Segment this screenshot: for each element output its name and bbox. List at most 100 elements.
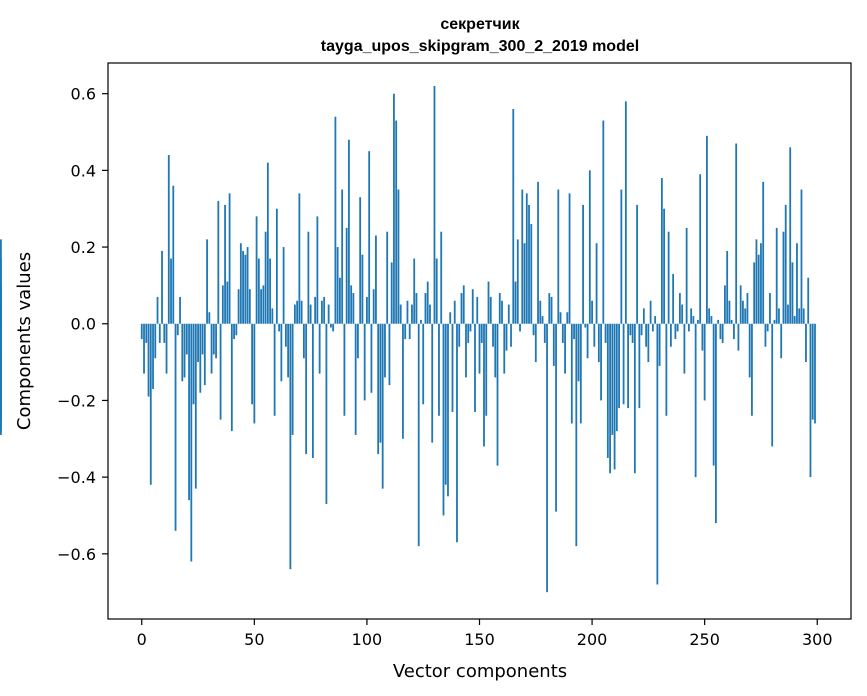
bar-113	[395, 120, 398, 324]
bar-272	[753, 262, 756, 324]
bar-18	[181, 323, 184, 382]
bar-14	[172, 185, 175, 324]
bar-166	[514, 281, 517, 324]
bar-47	[246, 247, 249, 324]
bar-196	[582, 204, 584, 324]
bar-62	[280, 323, 283, 382]
x-tick-label: 0	[137, 630, 147, 649]
bar-74	[307, 231, 310, 324]
bar-269	[746, 293, 749, 324]
bar-221	[638, 323, 641, 409]
bar-208	[609, 323, 611, 474]
bar-19	[183, 323, 186, 378]
bar-58	[271, 308, 274, 324]
bar-63	[282, 247, 285, 324]
bar-111	[390, 262, 393, 324]
bar-0	[140, 323, 143, 340]
bar-236	[672, 273, 675, 324]
bar-79	[318, 323, 321, 374]
bar-174	[532, 323, 535, 336]
bar-295	[805, 323, 807, 363]
bar-144	[465, 323, 467, 378]
bar-118	[406, 300, 409, 324]
bar-136	[447, 323, 449, 497]
bar-2	[145, 323, 148, 343]
bar-90	[343, 323, 346, 416]
bar-100	[366, 296, 368, 324]
bar-34	[217, 201, 220, 324]
bar-228	[654, 316, 657, 324]
bar-225	[647, 323, 650, 363]
bar-33	[215, 323, 217, 359]
bar-190	[568, 193, 571, 324]
bar-249	[701, 323, 704, 351]
bar-215	[624, 101, 627, 324]
bar-277	[764, 323, 767, 347]
bar-234	[667, 231, 670, 324]
bar-94	[352, 293, 355, 324]
bar-86	[334, 116, 337, 324]
bar-285	[782, 231, 785, 324]
bar-65	[287, 323, 290, 378]
bar-131	[435, 258, 438, 324]
bar-199	[588, 170, 591, 324]
x-tick-label: 50	[244, 630, 264, 649]
bar-245	[692, 316, 695, 324]
bar-290	[793, 316, 796, 324]
bar-210	[613, 323, 616, 470]
bar-155	[489, 296, 492, 324]
bar-175	[534, 323, 537, 363]
bar-198	[586, 323, 589, 359]
bar-125	[422, 323, 425, 405]
bar-218	[631, 323, 634, 343]
bar-series	[0, 86, 816, 593]
bar-88	[339, 277, 341, 324]
x-tick-label: 150	[464, 630, 495, 649]
bar-206	[604, 323, 607, 343]
bar-38	[226, 281, 229, 324]
x-tick-label: 100	[352, 630, 383, 649]
bar-59	[273, 323, 276, 416]
bar-294	[802, 308, 805, 324]
bar-110	[388, 323, 391, 386]
bar-179	[543, 323, 546, 343]
bar-149	[476, 296, 479, 324]
bar-227	[651, 323, 654, 332]
bar-146	[469, 323, 472, 332]
bar-188	[564, 323, 566, 374]
bar-35	[219, 323, 222, 420]
bar-85	[332, 323, 335, 332]
bar-164	[510, 323, 512, 347]
bar-264	[735, 143, 738, 324]
bar-239	[678, 293, 681, 324]
bar-40	[230, 323, 233, 432]
y-axis-label: Components values	[14, 252, 35, 430]
bar-64	[284, 323, 287, 347]
bar-282	[775, 227, 778, 324]
bar-138	[451, 323, 454, 412]
bar-123	[417, 323, 420, 547]
bar-46	[244, 254, 247, 324]
y-tick-label: −0.2	[57, 391, 96, 410]
bar-41	[233, 323, 235, 340]
bar-37	[224, 204, 226, 324]
bar-156	[492, 323, 494, 347]
bar-21	[188, 323, 190, 501]
bar-30	[208, 312, 211, 324]
bar-97	[359, 197, 362, 324]
bar-130	[433, 86, 436, 324]
bar-212	[618, 323, 620, 409]
bar-1	[143, 323, 145, 374]
bar-12	[167, 155, 170, 324]
bar-246	[694, 323, 697, 478]
bar-173	[530, 224, 533, 324]
bar-4	[149, 323, 152, 485]
bar-168	[519, 323, 521, 332]
bar-undefined	[0, 323, 2, 420]
x-axis-label: Vector components	[393, 661, 567, 682]
bar-274	[757, 254, 760, 324]
bar-195	[579, 323, 582, 424]
bar-153	[485, 323, 488, 416]
bar-29	[206, 239, 208, 324]
bar-266	[739, 285, 742, 324]
